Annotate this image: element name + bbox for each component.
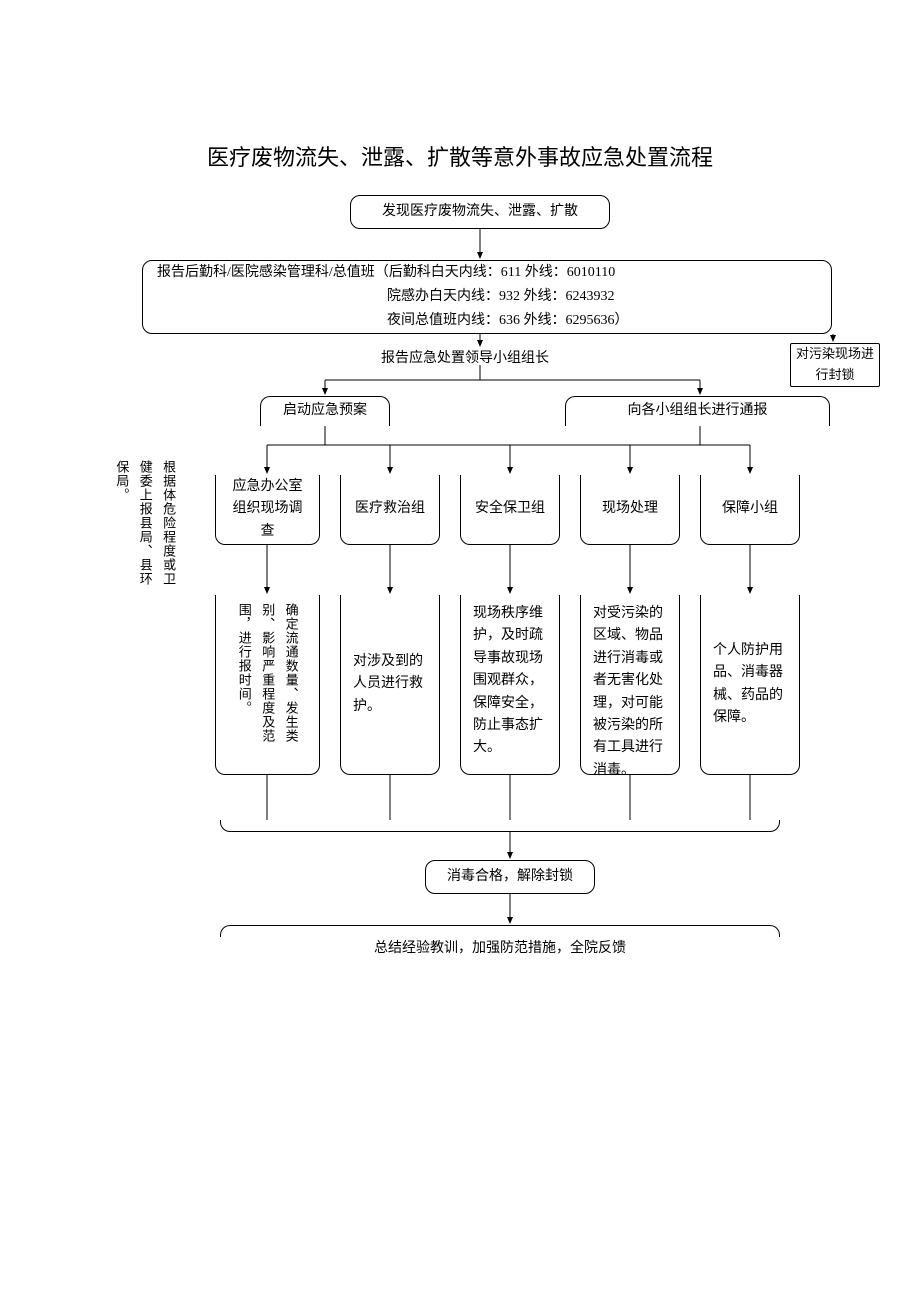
lockdown-text: 对污染现场进行封锁 [795,344,875,386]
page-title: 医疗废物流失、泄露、扩散等意外事故应急处置流程 [0,140,920,172]
node-summary: 总结经验教训，加强防范措施，全院反馈 [300,938,700,959]
node-notify: 向各小组组长进行通报 [565,396,830,426]
node-d3: 现场秩序维护，及时疏导事故现场围观群众，保障安全，防止事态扩大。 [460,595,560,775]
node-plan: 启动应急预案 [260,396,390,426]
g1-text: 应急办公室组织现场调查 [228,476,307,543]
node-d1: 确定流通数量、发生类别、影响严重程度及范围，进行报时间。 [215,595,320,775]
d5-text: 个人防护用品、消毒器械、药品的保障。 [713,640,787,730]
converge-bracket [220,820,780,832]
plan-text: 启动应急预案 [283,400,367,422]
node-g3: 安全保卫组 [460,475,560,545]
node-g2: 医疗救治组 [340,475,440,545]
done-text: 消毒合格，解除封锁 [447,866,573,888]
node-g1: 应急办公室组织现场调查 [215,475,320,545]
g5-text: 保障小组 [722,498,778,520]
node-d5: 个人防护用品、消毒器械、药品的保障。 [700,595,800,775]
notify-text: 向各小组组长进行通报 [628,400,768,422]
d1-text: 确定流通数量、发生类别、影响严重程度及范围，进行报时间。 [232,603,302,763]
node-g5: 保障小组 [700,475,800,545]
d2-text: 对涉及到的人员进行救护。 [353,651,427,718]
node-g4: 现场处理 [580,475,680,545]
node-done: 消毒合格，解除封锁 [425,860,595,894]
node-leader: 报告应急处置领导小组组长 [355,348,575,369]
g3-text: 安全保卫组 [475,498,545,520]
report-text-block: 报告后勤科/医院感染管理科/总值班（后勤科白天内线：611 外线：6010110… [157,261,817,332]
node-start: 发现医疗废物流失、泄露、扩散 [350,195,610,229]
flowchart-canvas: 医疗废物流失、泄露、扩散等意外事故应急处置流程 发现医疗废物流失、泄露、扩散 报… [0,0,920,1301]
node-d2: 对涉及到的人员进行救护。 [340,595,440,775]
summary-bracket [220,925,780,937]
g4-text: 现场处理 [602,498,658,520]
g2-text: 医疗救治组 [355,498,425,520]
node-start-text: 发现医疗废物流失、泄露、扩散 [382,201,578,223]
report-line-1: 报告后勤科/医院感染管理科/总值班（后勤科白天内线：611 外线：6010110 [157,261,817,285]
node-report: 报告后勤科/医院感染管理科/总值班（后勤科白天内线：611 外线：6010110… [142,260,832,334]
node-lockdown: 对污染现场进行封锁 [790,343,880,387]
side-note: 根据体危险程度或卫健委上报县局、县环保局。 [110,460,180,590]
d4-text: 对受污染的区域、物品进行消毒或者无害化处理，对可能被污染的所有工具进行消毒。 [593,603,667,782]
report-line-3: 夜间总值班内线：636 外线：6295636） [157,309,817,333]
d3-text: 现场秩序维护，及时疏导事故现场围观群众，保障安全，防止事态扩大。 [473,603,547,760]
node-d4: 对受污染的区域、物品进行消毒或者无害化处理，对可能被污染的所有工具进行消毒。 [580,595,680,775]
report-line-2: 院感办白天内线：932 外线：6243932 [157,285,817,309]
